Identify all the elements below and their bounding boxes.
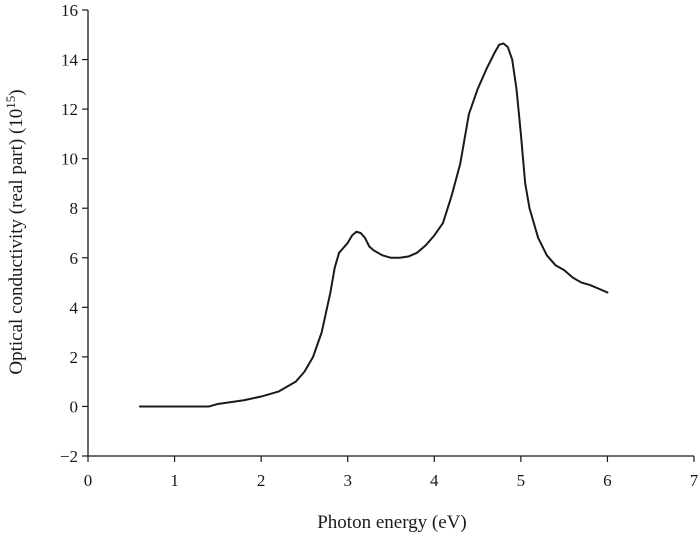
plot-frame bbox=[87, 10, 694, 457]
y-tick-label: 6 bbox=[70, 249, 79, 268]
y-tick-label: 16 bbox=[61, 1, 78, 20]
y-axis-title: Optical conductivity (real part) (1015) bbox=[3, 89, 28, 374]
y-tick-label: 12 bbox=[61, 100, 78, 119]
x-tick-label: 6 bbox=[603, 471, 612, 490]
y-axis-title-main: Optical conductivity (real part) (10 bbox=[6, 109, 27, 375]
y-tick-label: 10 bbox=[61, 150, 78, 169]
y-axis-title-suffix: ) bbox=[6, 89, 27, 95]
x-tick-label: 5 bbox=[517, 471, 526, 490]
y-tick-label: 8 bbox=[70, 199, 79, 218]
y-tick-label: 14 bbox=[61, 51, 79, 70]
y-tick-label: −2 bbox=[60, 447, 78, 466]
y-tick-label: 2 bbox=[70, 348, 79, 367]
x-tick-label: 0 bbox=[84, 471, 93, 490]
x-tick-label: 2 bbox=[257, 471, 266, 490]
series-layer bbox=[138, 42, 609, 408]
x-tick-label: 4 bbox=[430, 471, 439, 490]
x-tick-label: 3 bbox=[343, 471, 352, 490]
y-tick-label: 0 bbox=[70, 397, 79, 416]
y-axis-ticks: −2 0 2 4 6 8 10 12 14 16 bbox=[60, 1, 88, 466]
series-line-0 bbox=[138, 42, 609, 408]
x-tick-label: 7 bbox=[690, 471, 699, 490]
x-axis-ticks: 0 1 2 3 4 5 6 7 bbox=[84, 456, 699, 490]
y-axis-title-exponent: 15 bbox=[3, 96, 18, 109]
x-tick-label: 1 bbox=[170, 471, 179, 490]
y-tick-label: 4 bbox=[70, 298, 79, 317]
x-axis-title: Photon energy (eV) bbox=[317, 512, 467, 533]
